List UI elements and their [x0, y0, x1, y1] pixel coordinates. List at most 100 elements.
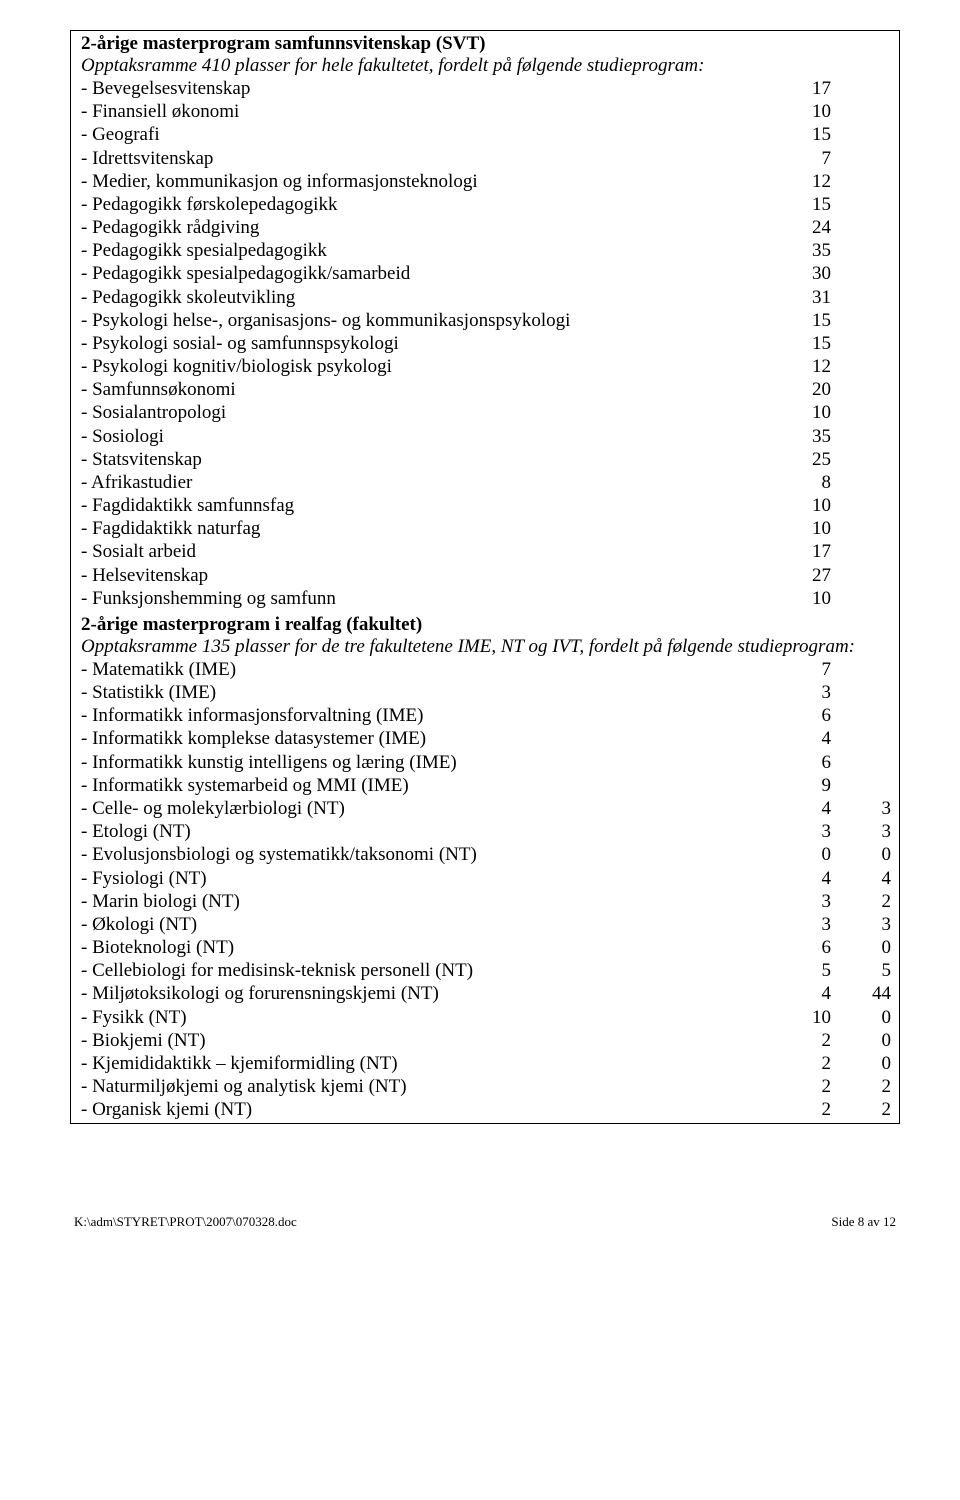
list-item: - Statistikk (IME)3	[79, 681, 893, 704]
item-value-1: 7	[771, 658, 831, 681]
item-value-1: 3	[771, 820, 831, 843]
item-value-1: 5	[771, 959, 831, 982]
item-value-1: 6	[771, 704, 831, 727]
list-item: - Finansiell økonomi10	[79, 100, 893, 123]
item-value-1: 15	[771, 332, 831, 355]
item-value-1: 10	[771, 517, 831, 540]
item-label: - Sosialt arbeid	[81, 540, 771, 563]
item-value-2: 0	[831, 1052, 891, 1075]
list-item: - Bioteknologi (NT)60	[79, 936, 893, 959]
section-1-title: 2-årige masterprogram samfunnsvitenskap …	[79, 33, 893, 55]
item-value-2	[831, 587, 891, 610]
list-item: - Økologi (NT)33	[79, 913, 893, 936]
item-value-2: 2	[831, 1075, 891, 1098]
item-value-1: 17	[771, 77, 831, 100]
item-value-2	[831, 564, 891, 587]
item-label: - Sosialantropologi	[81, 401, 771, 424]
item-value-1: 2	[771, 1075, 831, 1098]
item-value-1: 3	[771, 913, 831, 936]
item-label: - Bioteknologi (NT)	[81, 936, 771, 959]
item-value-2: 0	[831, 1029, 891, 1052]
item-value-2	[831, 147, 891, 170]
item-label: - Psykologi sosial- og samfunnspsykologi	[81, 332, 771, 355]
item-value-2	[831, 170, 891, 193]
item-value-2	[831, 309, 891, 332]
list-item: - Informatikk informasjonsforvaltning (I…	[79, 704, 893, 727]
item-value-2	[831, 448, 891, 471]
list-item: - Geografi15	[79, 123, 893, 146]
item-value-2: 3	[831, 820, 891, 843]
item-label: - Fysikk (NT)	[81, 1006, 771, 1029]
item-value-1: 3	[771, 890, 831, 913]
list-item: - Matematikk (IME)7	[79, 658, 893, 681]
item-label: - Bevegelsesvitenskap	[81, 77, 771, 100]
list-item: - Psykologi helse-, organisasjons- og ko…	[79, 309, 893, 332]
item-label: - Kjemididaktikk – kjemiformidling (NT)	[81, 1052, 771, 1075]
page-footer: K:\adm\STYRET\PROT\2007\070328.doc Side …	[70, 1214, 900, 1230]
footer-left: K:\adm\STYRET\PROT\2007\070328.doc	[74, 1214, 297, 1230]
item-label: - Organisk kjemi (NT)	[81, 1098, 771, 1121]
item-value-2	[831, 401, 891, 424]
item-value-1: 30	[771, 262, 831, 285]
list-item: - Pedagogikk spesialpedagogikk/samarbeid…	[79, 262, 893, 285]
item-value-2: 44	[831, 982, 891, 1005]
list-item: - Kjemididaktikk – kjemiformidling (NT)2…	[79, 1052, 893, 1075]
list-item: - Pedagogikk rådgiving24	[79, 216, 893, 239]
item-value-2	[831, 494, 891, 517]
list-item: - Miljøtoksikologi og forurensningskjemi…	[79, 982, 893, 1005]
item-label: - Statistikk (IME)	[81, 681, 771, 704]
list-item: - Etologi (NT)33	[79, 820, 893, 843]
item-label: - Pedagogikk førskolepedagogikk	[81, 193, 771, 216]
item-label: - Informatikk systemarbeid og MMI (IME)	[81, 774, 771, 797]
item-label: - Statsvitenskap	[81, 448, 771, 471]
item-label: - Informatikk kunstig intelligens og lær…	[81, 751, 771, 774]
item-value-1: 10	[771, 401, 831, 424]
item-label: - Matematikk (IME)	[81, 658, 771, 681]
item-label: - Fagdidaktikk samfunnsfag	[81, 494, 771, 517]
item-label: - Fysiologi (NT)	[81, 867, 771, 890]
item-value-1: 10	[771, 494, 831, 517]
item-label: - Pedagogikk skoleutvikling	[81, 286, 771, 309]
list-item: - Bevegelsesvitenskap17	[79, 77, 893, 100]
list-item: - Samfunnsøkonomi20	[79, 378, 893, 401]
item-value-1: 15	[771, 123, 831, 146]
item-value-1: 4	[771, 982, 831, 1005]
item-value-1: 10	[771, 1006, 831, 1029]
list-item: - Informatikk systemarbeid og MMI (IME)9	[79, 774, 893, 797]
list-item: - Statsvitenskap25	[79, 448, 893, 471]
item-value-2	[831, 681, 891, 704]
item-value-1: 2	[771, 1098, 831, 1121]
item-label: - Idrettsvitenskap	[81, 147, 771, 170]
item-value-2	[831, 77, 891, 100]
item-value-2	[831, 727, 891, 750]
list-item: - Pedagogikk skoleutvikling31	[79, 286, 893, 309]
item-value-2	[831, 193, 891, 216]
item-label: - Informatikk informasjonsforvaltning (I…	[81, 704, 771, 727]
item-label: - Helsevitenskap	[81, 564, 771, 587]
item-label: - Fagdidaktikk naturfag	[81, 517, 771, 540]
item-value-2	[831, 239, 891, 262]
item-value-1: 4	[771, 867, 831, 890]
item-value-1: 15	[771, 193, 831, 216]
section-1-box: 2-årige masterprogram samfunnsvitenskap …	[70, 30, 900, 612]
item-value-1: 0	[771, 843, 831, 866]
item-label: - Miljøtoksikologi og forurensningskjemi…	[81, 982, 771, 1005]
item-value-1: 10	[771, 587, 831, 610]
item-label: - Samfunnsøkonomi	[81, 378, 771, 401]
list-item: - Pedagogikk spesialpedagogikk35	[79, 239, 893, 262]
item-label: - Funksjonshemming og samfunn	[81, 587, 771, 610]
page: 2-årige masterprogram samfunnsvitenskap …	[0, 0, 960, 1250]
list-item: - Afrikastudier8	[79, 471, 893, 494]
item-label: - Afrikastudier	[81, 471, 771, 494]
list-item: - Fysikk (NT)100	[79, 1006, 893, 1029]
list-item: - Fagdidaktikk naturfag10	[79, 517, 893, 540]
item-value-2: 0	[831, 1006, 891, 1029]
footer-right: Side 8 av 12	[831, 1214, 896, 1230]
list-item: - Idrettsvitenskap7	[79, 147, 893, 170]
item-value-1: 9	[771, 774, 831, 797]
item-value-2: 4	[831, 867, 891, 890]
item-label: - Geografi	[81, 123, 771, 146]
item-label: - Finansiell økonomi	[81, 100, 771, 123]
section-2-items: - Matematikk (IME)7- Statistikk (IME)3- …	[79, 658, 893, 1121]
item-label: - Celle- og molekylærbiologi (NT)	[81, 797, 771, 820]
